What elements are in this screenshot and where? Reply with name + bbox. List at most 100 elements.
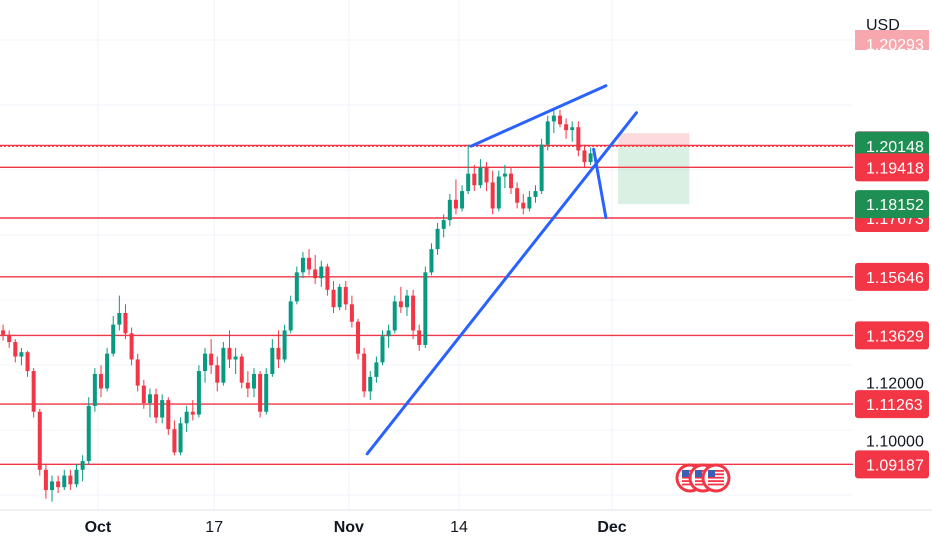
candle-body (539, 144, 544, 192)
time-tick-labels: Oct 17 Nov 14 Dec (85, 519, 627, 536)
candle-body (215, 365, 220, 383)
chart-grid (0, 0, 853, 510)
price-tag (855, 321, 929, 350)
candle-body (331, 289, 336, 308)
flag-canton (695, 470, 702, 477)
short-position-box[interactable] (618, 133, 690, 205)
candle-body (551, 115, 556, 122)
price-tick-labels: 1.12000 1.10000 (866, 376, 924, 451)
candle-body (368, 376, 373, 392)
candle-body (276, 347, 281, 360)
candle-body (307, 257, 312, 270)
time-tick-label: 17 (205, 519, 223, 536)
candle-body (245, 382, 250, 389)
economic-events[interactable] (675, 463, 731, 493)
price-tag (855, 153, 929, 182)
flag-stripe (695, 483, 711, 486)
candle-body (515, 188, 520, 203)
candle-body (319, 266, 324, 279)
candle-body (460, 191, 465, 209)
candle-body (50, 481, 55, 491)
price-tag-partial-text: 1.20293 (866, 37, 924, 54)
candle-body (86, 405, 91, 462)
price-tag-partial (855, 30, 929, 50)
candle-body (349, 304, 354, 322)
candle-body (56, 481, 61, 488)
candle-body (62, 475, 67, 488)
candle-body (25, 352, 30, 372)
candle-body (203, 353, 208, 372)
candle-body (37, 411, 42, 470)
candle-body (570, 127, 575, 131)
price-tag-text: 1.11263 (866, 397, 923, 414)
price-tag (855, 390, 929, 419)
time-axis[interactable]: Oct 17 Nov 14 Dec (0, 509, 932, 536)
candle-body (478, 167, 483, 186)
price-tick-label: 1.12000 (866, 376, 924, 393)
price-tag (855, 262, 929, 291)
candle-body (123, 313, 128, 334)
candle-body (154, 394, 159, 418)
candle-body (166, 400, 171, 430)
take-profit-zone[interactable] (618, 146, 690, 205)
candle-body (147, 394, 152, 404)
candle-body (68, 475, 73, 485)
candle-body (527, 196, 532, 209)
trendline[interactable] (469, 84, 608, 148)
candle-body (490, 182, 495, 209)
candle-body (184, 411, 189, 424)
candle-body (172, 429, 177, 453)
candle-body (13, 342, 18, 357)
candle-body (160, 400, 165, 418)
candle-body (178, 423, 183, 453)
candle-body (117, 313, 122, 325)
candle-body (221, 347, 226, 383)
candle-body (239, 356, 244, 383)
candle-body (343, 286, 348, 305)
candle-body (111, 324, 116, 354)
candle-body (251, 373, 256, 389)
candle-body (337, 286, 342, 308)
time-tick-label: Nov (334, 519, 364, 536)
candle-body (31, 371, 36, 412)
candle-body (435, 228, 440, 250)
candle-body (7, 334, 12, 343)
candle-body (362, 353, 367, 392)
candle-body (356, 321, 361, 354)
candle-body (521, 202, 526, 209)
price-tick-label: 1.10000 (866, 434, 924, 451)
candle-body (74, 469, 79, 485)
trendline[interactable] (592, 147, 608, 220)
price-tag (855, 190, 929, 219)
flag-canton (708, 470, 715, 477)
trendline[interactable] (365, 111, 638, 456)
price-tag-text: 1.19418 (866, 160, 924, 177)
candle-body (588, 153, 593, 163)
time-tick-label: 14 (450, 519, 468, 536)
price-tag-text: 1.13629 (866, 328, 924, 345)
candle-body (447, 199, 452, 221)
candle-body (386, 330, 391, 337)
trendlines[interactable] (365, 84, 638, 456)
candle-body (92, 373, 97, 406)
candle-body (564, 124, 569, 131)
candle-body (484, 167, 489, 183)
candle-body (288, 301, 293, 331)
candle-body (129, 333, 134, 360)
candle-body (190, 411, 195, 415)
candle-body (380, 336, 385, 363)
candle-body (300, 257, 305, 273)
candle-body (576, 127, 581, 151)
stop-loss-zone[interactable] (618, 133, 690, 147)
flag-stripe (708, 483, 724, 486)
candle-body (141, 385, 146, 404)
price-tags: 1.202931.201741.201481.194181.176731.156… (855, 30, 929, 479)
candle-body (374, 362, 379, 377)
candle-body (502, 173, 507, 177)
flag-canton (682, 470, 689, 477)
candle-body (80, 461, 85, 470)
candle-body (1, 330, 6, 335)
candle-body (496, 176, 501, 209)
